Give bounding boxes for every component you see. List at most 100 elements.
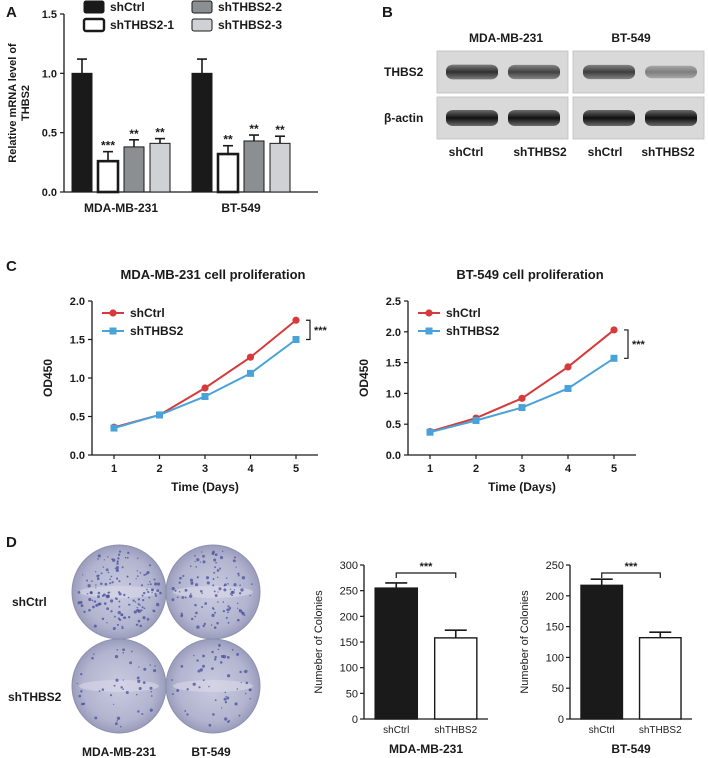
colony-dot [132,599,135,602]
colony-dot [236,652,240,656]
significance-a: ** [155,126,165,140]
colony-dot [98,690,101,692]
colony-dot [149,581,151,583]
colony-dot [221,550,224,553]
colony-dot [182,574,185,578]
colony-dot [109,582,112,585]
colony-dot [114,597,117,599]
y-tick-label: 50 [346,688,358,700]
blot-row-actin: β-actin [384,111,423,125]
colony-dot [184,596,187,599]
colony-dot [245,681,249,685]
data-point-shctrl [246,353,255,361]
plate-glare [79,680,159,692]
colony-dot [216,621,219,625]
colony-dot [178,581,181,584]
y-tick-label: 100 [546,652,564,664]
colony-dot [103,602,107,605]
colony-dot [249,594,251,597]
blot-band [446,64,498,80]
significance-label: *** [632,339,646,351]
colony-dot [148,596,151,599]
colony-dot [77,590,81,594]
colony-dot [128,603,130,606]
colony-dot [97,595,100,599]
colony-dot [224,691,227,694]
legend-label: shTHBS2 [130,324,184,338]
colony-dot [213,626,217,629]
colony-dot [106,607,110,611]
blot-header-bt: BT-549 [611,31,651,45]
colony-dot [80,702,84,706]
colony-dot [103,559,105,561]
blot-band [508,64,560,80]
blot-row-thbs2: THBS2 [384,65,424,79]
colony-dot [225,577,228,579]
colony-dot [142,591,146,595]
colony-dot [101,688,105,691]
colony-dot [141,594,144,597]
colony-dot [113,615,116,618]
colony-dot [112,703,115,705]
colony-dot [140,609,143,612]
data-point-shthbs2 [247,369,254,377]
colony-dot [142,616,146,620]
colony-dot [195,583,199,587]
colony-dot [238,592,242,595]
data-point-shctrl [518,394,526,402]
colony-dot [98,574,100,577]
blot-lane-label: shCtrl [449,145,484,159]
colony-dot [217,601,219,603]
blot-lane-label: shTHBS2 [513,145,567,159]
x-tick-label: 3 [202,463,208,475]
colony-dot [194,554,196,557]
colony-dot [118,600,121,603]
x-tick-label: 2 [156,463,162,475]
colony-dot [232,559,236,563]
chart-title: MDA-MB-231 cell proliferation [121,267,306,282]
colony-dot [223,697,227,701]
colony-dot [212,550,215,554]
y-tick-label: 2.0 [386,327,401,339]
colony-dot [153,669,157,673]
colony-dot [149,664,151,666]
colony-dot [231,594,234,597]
colony-dot [191,581,194,584]
colony-dot [226,674,231,678]
bar-shctrl [374,587,419,720]
colony-dot [86,593,89,595]
colony-dot [151,592,153,594]
legend-label: shTHBS2 [446,324,500,338]
y-axis-label: Numeber of Colonies [519,590,531,694]
chart-c2-bt-proliferation: BT-549 cell proliferation 0.0 0.5 1.0 1.5 2.0… [357,267,646,494]
colony-dot [211,613,215,618]
y-axis-label-a: Relative mRNA level of [7,43,19,163]
colony-dot [153,610,156,613]
bar-a-shthbs2-1 [216,152,240,194]
data-point-shthbs2 [518,404,526,412]
colony-dot [135,623,139,627]
colony-dot [212,578,215,580]
colony-dot [171,586,175,591]
colony-dot [100,572,103,575]
colony-dot [116,577,119,580]
significance-label: *** [420,561,434,573]
colony-dot [222,609,226,613]
colony-dot [140,584,144,587]
data-point-shthbs2 [201,392,209,400]
y-tick-label: 300 [340,560,358,572]
colony-dot [233,556,237,559]
legend-marker [425,327,433,335]
data-point-shctrl [292,316,300,324]
colony-dot [202,554,205,558]
colony-dot [226,608,229,612]
colony-dot [117,553,121,556]
bar-a-shthbs2-1 [96,159,120,194]
colony-dot [195,611,198,615]
y-tick-label: 250 [546,560,564,572]
y-tick-label: 0.5 [70,412,85,424]
colony-dot [233,583,237,587]
y-tick-label: 200 [546,591,564,603]
colony-dot [105,568,109,572]
plate-glare [173,680,253,692]
